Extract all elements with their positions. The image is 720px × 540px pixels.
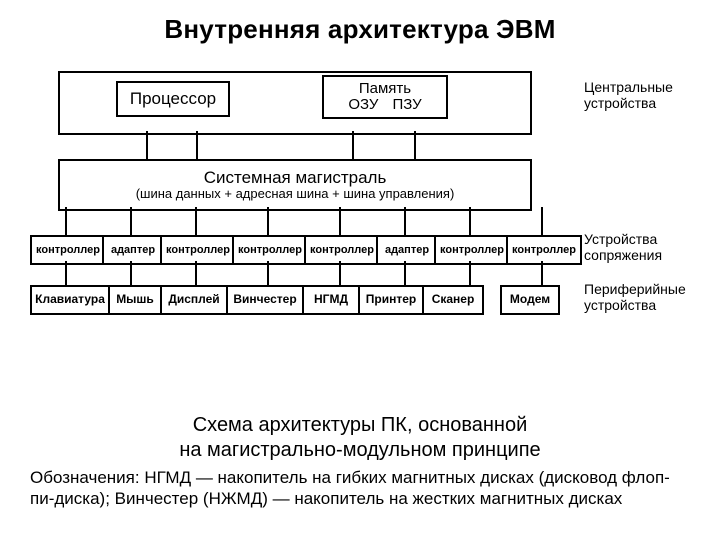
controller-box-7: контроллер [506, 235, 582, 265]
conn-ctrl-per-5 [404, 261, 406, 285]
peripheral-box-6: Сканер [422, 285, 484, 315]
conn-bus-ctrl-6 [469, 207, 471, 235]
controller-box-3: контроллер [232, 235, 308, 265]
bus-box: Системная магистраль(шина данных + адрес… [58, 159, 532, 211]
caption: Схема архитектуры ПК, основанной на маги… [40, 413, 680, 463]
processor-box: Процессор [116, 81, 230, 117]
caption-line1: Схема архитектуры ПК, основанной [193, 414, 528, 436]
peripheral-box-4: НГМД [302, 285, 360, 315]
caption-line2: на магистрально-модульном принципе [179, 439, 540, 461]
label-central: Центральныеустройства [584, 79, 714, 111]
conn-proc-bus-1 [146, 131, 148, 159]
legend-line2: пи-диска); Винчестер (НЖМД) — накопитель… [30, 489, 622, 508]
conn-bus-ctrl-1 [130, 207, 132, 235]
conn-ctrl-per-2 [195, 261, 197, 285]
peripheral-box-3: Винчестер [226, 285, 304, 315]
conn-proc-bus-2 [196, 131, 198, 159]
conn-ctrl-per-6 [469, 261, 471, 285]
controller-box-4: контроллер [304, 235, 380, 265]
label-peripheral: Периферийныеустройства [584, 281, 714, 313]
controller-box-2: контроллер [160, 235, 236, 265]
conn-ctrl-per-3 [267, 261, 269, 285]
memory-box: ПамятьОЗУПЗУ [322, 75, 448, 119]
conn-ctrl-per-1 [130, 261, 132, 285]
conn-bus-ctrl-3 [267, 207, 269, 235]
peripheral-box-0: Клавиатура [30, 285, 110, 315]
peripheral-box-7: Модем [500, 285, 560, 315]
controller-box-1: адаптер [102, 235, 164, 265]
conn-bus-ctrl-4 [339, 207, 341, 235]
controller-box-6: контроллер [434, 235, 510, 265]
label-coupling: Устройствасопряжения [584, 231, 714, 263]
conn-ctrl-per-7 [541, 261, 543, 285]
conn-bus-ctrl-5 [404, 207, 406, 235]
peripheral-box-2: Дисплей [160, 285, 228, 315]
controller-box-5: адаптер [376, 235, 438, 265]
conn-bus-ctrl-0 [65, 207, 67, 235]
diagram-stage: Процессор ПамятьОЗУПЗУ Системная магистрал… [0, 55, 720, 395]
conn-bus-ctrl-7 [541, 207, 543, 235]
conn-mem-bus-1 [352, 131, 354, 159]
conn-ctrl-per-4 [339, 261, 341, 285]
legend-line1: Обозначения: НГМД — накопитель на гибких… [30, 468, 670, 487]
conn-ctrl-per-0 [65, 261, 67, 285]
conn-mem-bus-2 [414, 131, 416, 159]
page-title: Внутренняя архитектура ЭВМ [0, 0, 720, 55]
peripheral-box-5: Принтер [358, 285, 424, 315]
peripheral-box-1: Мышь [108, 285, 162, 315]
legend: Обозначения: НГМД — накопитель на гибких… [30, 467, 690, 510]
controller-box-0: контроллер [30, 235, 106, 265]
conn-bus-ctrl-2 [195, 207, 197, 235]
